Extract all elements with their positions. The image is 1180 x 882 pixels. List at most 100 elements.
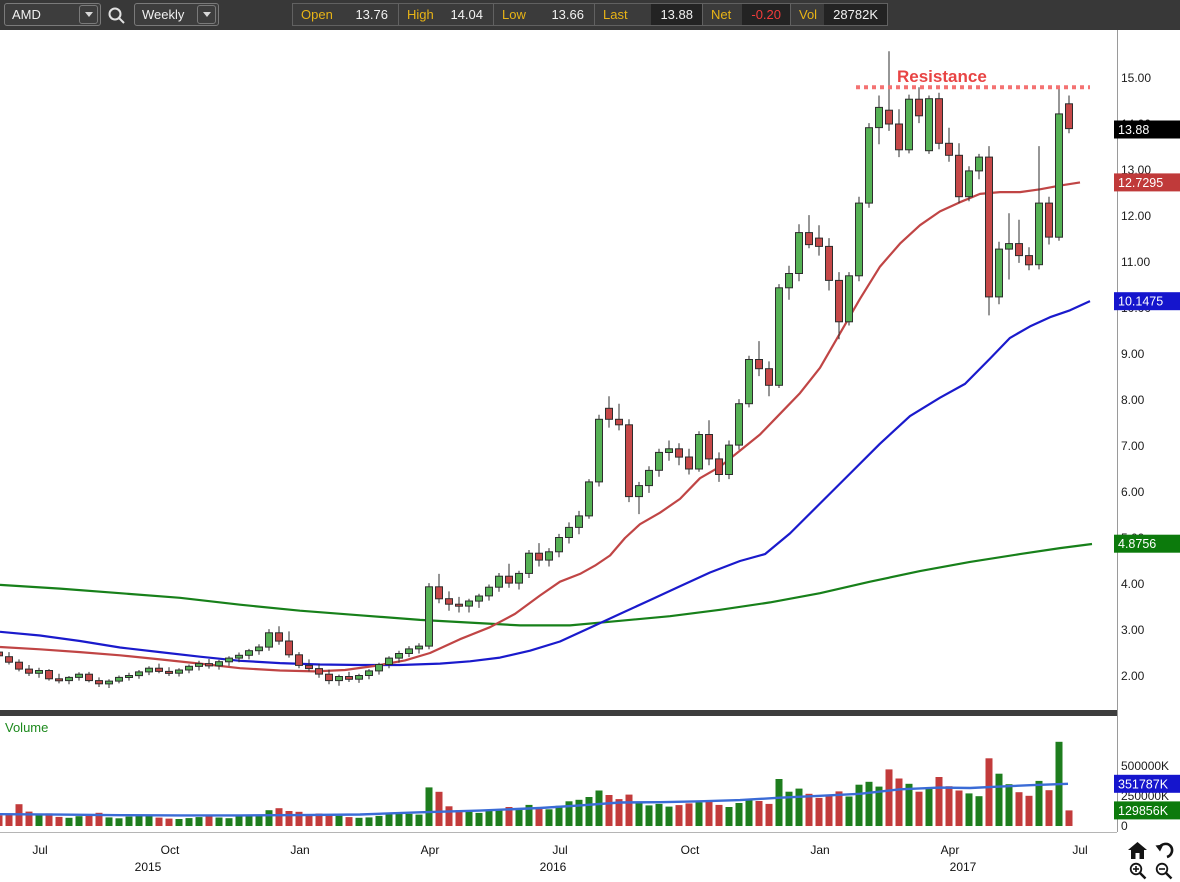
quote-vol: Vol 28782K: [791, 4, 887, 25]
candle: [515, 570, 523, 590]
candle: [895, 109, 903, 158]
candle: [1055, 89, 1063, 241]
candle: [145, 666, 153, 676]
svg-text:129856K: 129856K: [1118, 804, 1169, 818]
candle: [375, 662, 383, 675]
zoom-out-button[interactable]: [1152, 862, 1178, 882]
volume-ma-line: [0, 782, 1069, 817]
open-value: 13.76: [355, 7, 388, 22]
ma-value-tag: 10.1475: [1114, 292, 1180, 311]
toolbar: AMD Weekly Open 13.76 High 14.04 Low: [0, 0, 1180, 30]
candle: [635, 481, 643, 515]
ma-red-line: [0, 181, 1081, 673]
candle: [315, 664, 323, 678]
pane-separator: [0, 710, 1117, 716]
svg-text:13.88: 13.88: [1118, 123, 1149, 137]
interval-label: Weekly: [142, 7, 185, 22]
candle: [265, 629, 273, 651]
quote-open: Open 13.76: [293, 4, 399, 25]
candle: [105, 679, 113, 688]
vol-label: Vol: [799, 7, 818, 22]
candle: [5, 652, 13, 665]
candle: [25, 665, 33, 676]
candle: [85, 671, 93, 683]
candle: [795, 224, 803, 282]
volume-pane-title: Volume: [5, 720, 48, 735]
candle: [955, 143, 963, 204]
svg-text:Jul: Jul: [32, 843, 47, 857]
candle: [485, 584, 493, 601]
candle: [185, 664, 193, 674]
candle: [1045, 196, 1053, 245]
candle: [765, 361, 773, 397]
search-button[interactable]: [106, 5, 128, 27]
svg-text:Jul: Jul: [552, 843, 567, 857]
vol-value: 28782K: [824, 4, 887, 25]
zoom-in-icon: [1129, 863, 1147, 880]
candle: [685, 448, 693, 475]
high-value: 14.04: [450, 7, 483, 22]
candle: [365, 669, 373, 680]
candle: [665, 440, 673, 461]
volume-value-tag: 129856K: [1114, 801, 1180, 820]
candle: [355, 673, 363, 683]
zoom-in-button[interactable]: [1125, 862, 1151, 882]
quote-bar: Open 13.76 High 14.04 Low 13.66 Last 13.…: [292, 3, 888, 26]
candle: [995, 241, 1003, 305]
quote-last: Last 13.88: [595, 4, 703, 25]
candle: [505, 563, 513, 588]
volume-value-tag: 351787K: [1114, 774, 1180, 793]
svg-text:7.00: 7.00: [1121, 439, 1145, 453]
candle: [705, 420, 713, 466]
last-label: Last: [603, 7, 628, 22]
candle: [545, 548, 553, 567]
candle: [1065, 95, 1073, 134]
candle: [585, 479, 593, 519]
candle: [305, 659, 313, 672]
interval-dropdown-arrow-icon[interactable]: [197, 5, 216, 24]
candle: [75, 672, 83, 681]
candle: [535, 543, 543, 567]
low-label: Low: [502, 7, 526, 22]
candle: [745, 355, 753, 408]
candle: [735, 399, 743, 450]
candle: [805, 215, 813, 249]
undo-button[interactable]: [1152, 841, 1178, 861]
resistance-label[interactable]: Resistance: [897, 67, 987, 86]
candle: [385, 656, 393, 669]
candle: [435, 573, 443, 604]
candle: [855, 196, 863, 282]
interval-select[interactable]: Weekly: [134, 3, 219, 26]
price-axis-labels: 15.0014.0013.0012.0011.0010.009.008.007.…: [1121, 71, 1151, 683]
candle: [445, 591, 453, 611]
svg-text:Oct: Oct: [161, 843, 180, 857]
symbol-select[interactable]: AMD: [4, 3, 101, 26]
low-value: 13.66: [551, 7, 584, 22]
candle: [175, 668, 183, 677]
symbol-dropdown-arrow-icon[interactable]: [79, 5, 98, 24]
ma-blue-line: [0, 300, 1091, 667]
candle: [875, 95, 883, 145]
candle: [915, 87, 923, 124]
svg-text:3.00: 3.00: [1121, 623, 1145, 637]
candle: [615, 403, 623, 431]
ma-value-tag: 12.7295: [1114, 173, 1180, 192]
candle: [275, 626, 283, 645]
candle: [715, 452, 723, 482]
candle: [415, 643, 423, 654]
candle: [285, 631, 293, 658]
home-button[interactable]: [1125, 841, 1151, 861]
svg-text:500000K: 500000K: [1121, 759, 1169, 773]
candles-layer: [0, 51, 1073, 688]
candle: [155, 663, 163, 674]
candle: [205, 659, 213, 669]
svg-text:0: 0: [1121, 819, 1128, 833]
svg-text:2017: 2017: [950, 860, 977, 874]
candle: [725, 440, 733, 480]
high-label: High: [407, 7, 434, 22]
candle: [405, 646, 413, 658]
svg-text:10.1475: 10.1475: [1118, 295, 1163, 309]
